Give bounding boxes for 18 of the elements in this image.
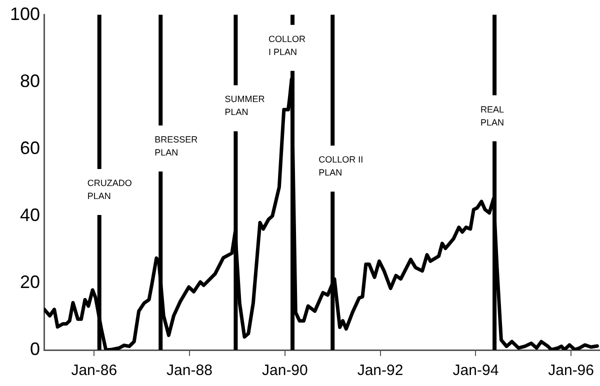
ref-line-label: COLLOR I PLAN — [268, 34, 306, 57]
ref-line-label: BRESSER PLAN — [154, 134, 198, 158]
y-tick-label: 100 — [10, 4, 40, 24]
ref-line-label: COLLOR II PLAN — [318, 154, 364, 178]
y-tick-label: 20 — [20, 272, 40, 292]
y-tick-label: 40 — [20, 204, 40, 225]
ref-line-label: REAL PLAN — [480, 104, 504, 128]
x-tick-label: Jan-96 — [548, 362, 594, 380]
y-tick-label: 60 — [20, 138, 40, 158]
y-tick-label: 0 — [30, 338, 40, 359]
x-tick-label: Jan-86 — [71, 362, 118, 380]
x-tick-label: Jan-92 — [357, 362, 404, 380]
ref-line-label: SUMMER PLAN — [224, 94, 266, 118]
x-tick-label: Jan-90 — [262, 362, 308, 380]
x-tick-label: Jan-88 — [166, 362, 212, 380]
y-tick-label: 80 — [20, 70, 40, 91]
x-tick-label: Jan-94 — [452, 362, 499, 380]
ref-line-label: CRUZADO PLAN — [87, 178, 132, 202]
